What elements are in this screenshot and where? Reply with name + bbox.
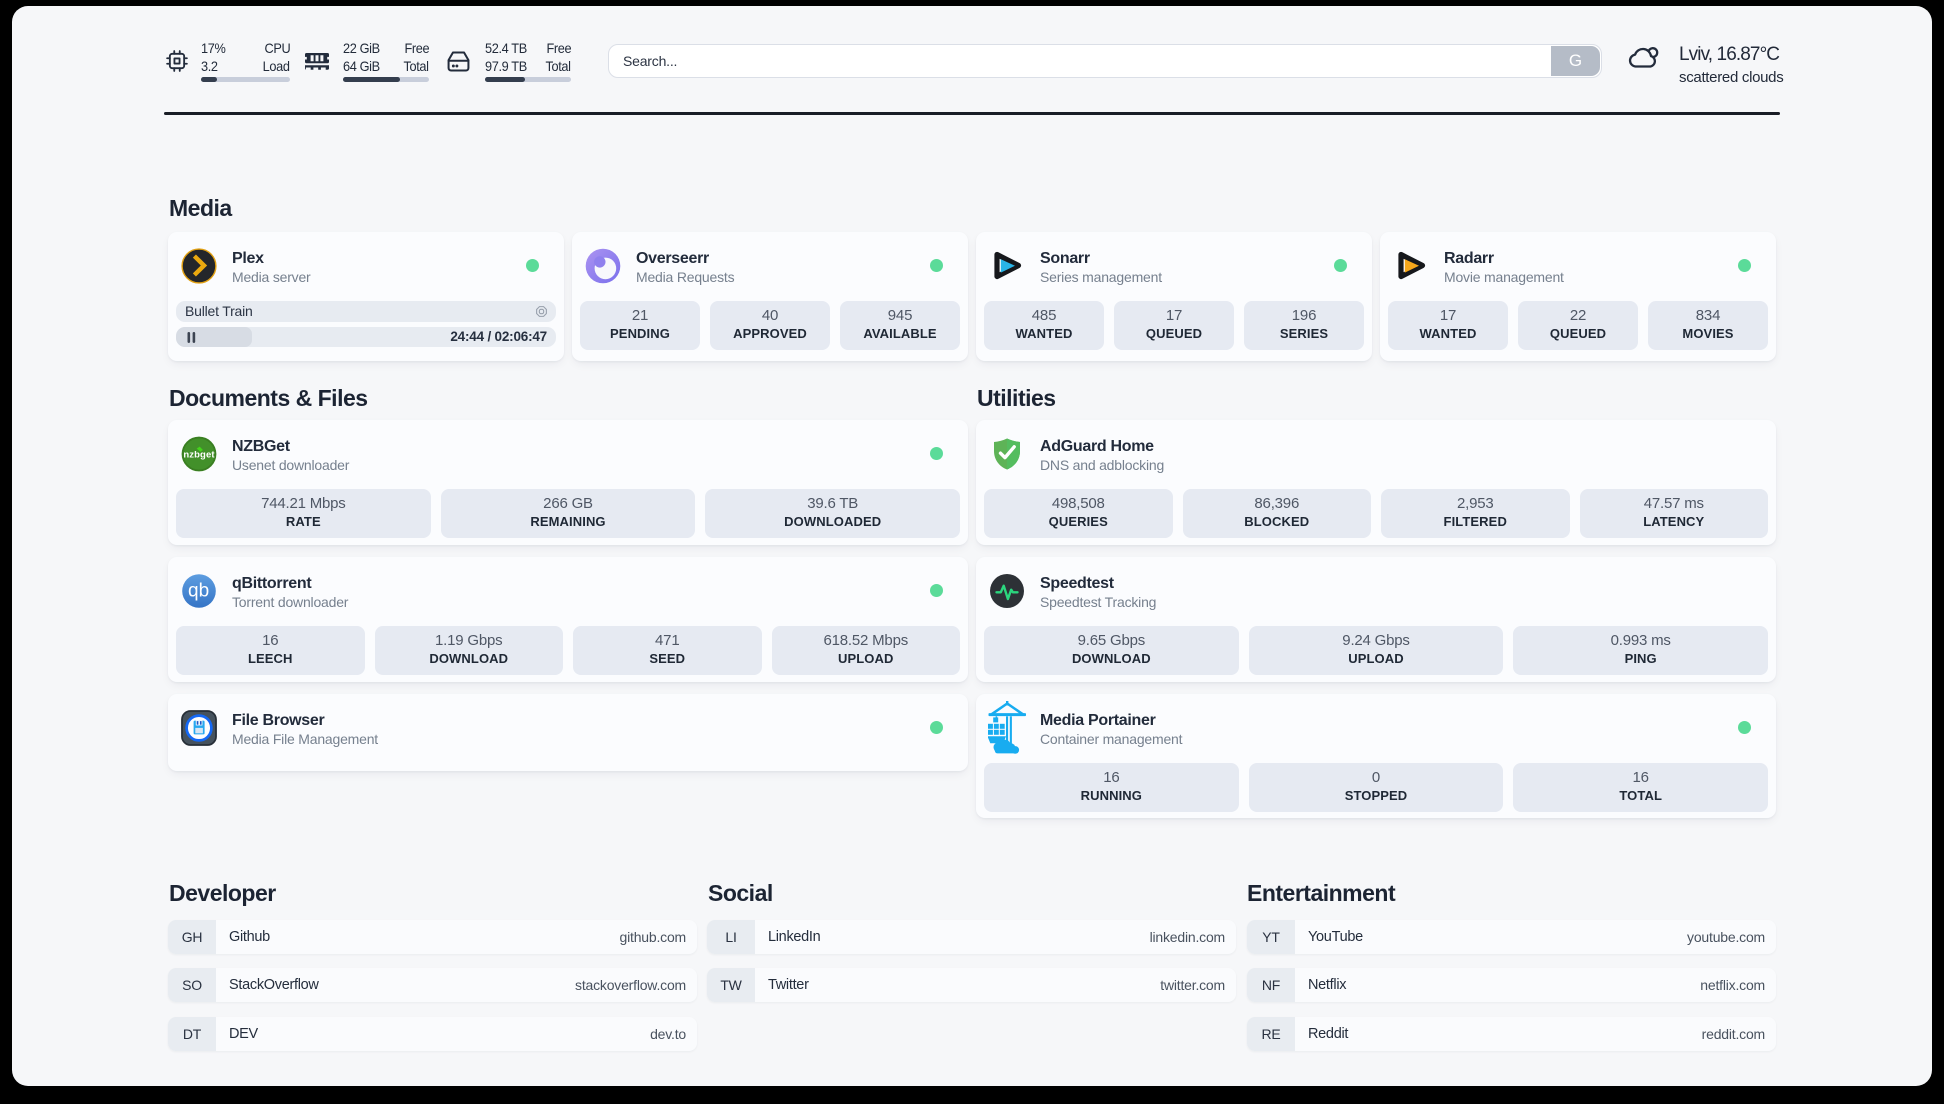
svg-text:nzbget: nzbget <box>183 450 215 461</box>
svg-text:qb: qb <box>188 581 209 602</box>
